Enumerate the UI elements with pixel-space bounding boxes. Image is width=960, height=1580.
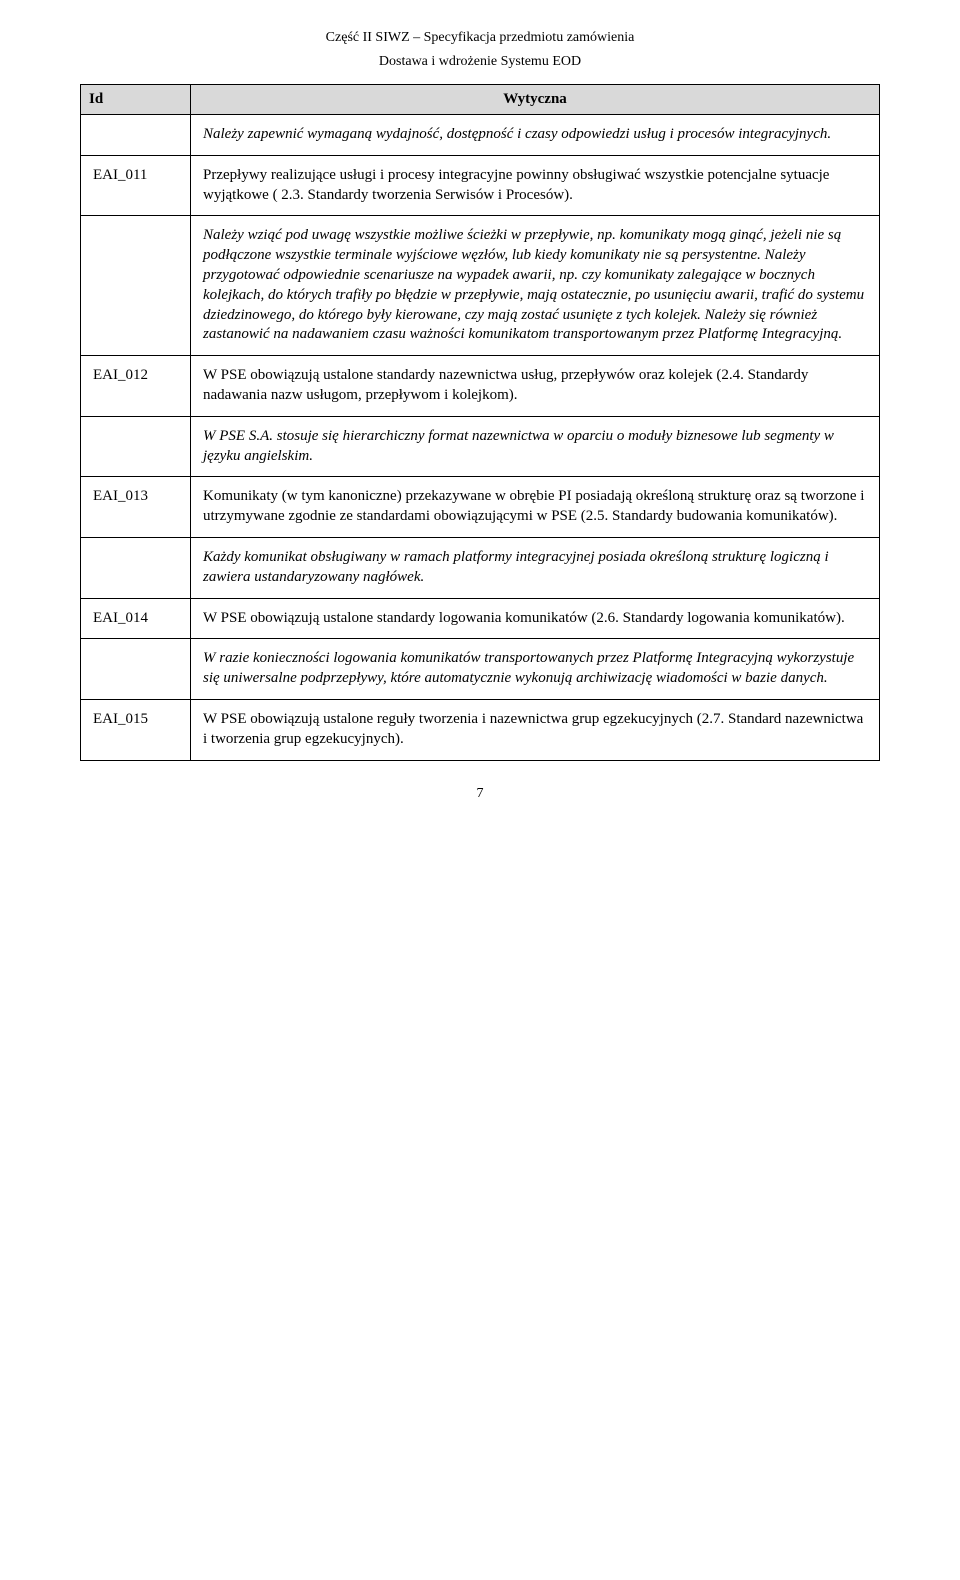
- requirements-table: Id Wytyczna Należy zapewnić wymaganą wyd…: [80, 84, 880, 761]
- row-id: EAI_015: [81, 699, 191, 760]
- row-id: [81, 639, 191, 700]
- column-header-content: Wytyczna: [191, 85, 880, 115]
- row-id: EAI_011: [81, 155, 191, 216]
- row-content: W PSE S.A. stosuje się hierarchiczny for…: [191, 416, 880, 477]
- row-content: W PSE obowiązują ustalone standardy naze…: [191, 356, 880, 417]
- table-row: Należy wziąć pod uwagę wszystkie możliwe…: [81, 216, 880, 356]
- row-content: Należy zapewnić wymaganą wydajność, dost…: [191, 115, 880, 156]
- page-number: 7: [80, 786, 880, 802]
- row-content: W razie konieczności logowania komunikat…: [191, 639, 880, 700]
- row-id: EAI_014: [81, 598, 191, 639]
- table-row: EAI_014W PSE obowiązują ustalone standar…: [81, 598, 880, 639]
- doc-header-line1: Część II SIWZ – Specyfikacja przedmiotu …: [80, 30, 880, 46]
- doc-header-line2: Dostawa i wdrożenie Systemu EOD: [80, 54, 880, 70]
- row-id: [81, 416, 191, 477]
- column-header-id: Id: [81, 85, 191, 115]
- table-row: Każdy komunikat obsługiwany w ramach pla…: [81, 537, 880, 598]
- row-id: [81, 115, 191, 156]
- row-content: W PSE obowiązują ustalone reguły tworzen…: [191, 699, 880, 760]
- table-row: EAI_011Przepływy realizujące usługi i pr…: [81, 155, 880, 216]
- table-header-row: Id Wytyczna: [81, 85, 880, 115]
- table-row: W PSE S.A. stosuje się hierarchiczny for…: [81, 416, 880, 477]
- row-id: [81, 216, 191, 356]
- table-row: W razie konieczności logowania komunikat…: [81, 639, 880, 700]
- row-id: [81, 537, 191, 598]
- row-content: Należy wziąć pod uwagę wszystkie możliwe…: [191, 216, 880, 356]
- row-content: Przepływy realizujące usługi i procesy i…: [191, 155, 880, 216]
- table-row: EAI_013Komunikaty (w tym kanoniczne) prz…: [81, 477, 880, 538]
- table-row: EAI_012W PSE obowiązują ustalone standar…: [81, 356, 880, 417]
- row-content: Każdy komunikat obsługiwany w ramach pla…: [191, 537, 880, 598]
- row-id: EAI_013: [81, 477, 191, 538]
- row-content: Komunikaty (w tym kanoniczne) przekazywa…: [191, 477, 880, 538]
- table-row: Należy zapewnić wymaganą wydajność, dost…: [81, 115, 880, 156]
- row-content: W PSE obowiązują ustalone standardy logo…: [191, 598, 880, 639]
- row-id: EAI_012: [81, 356, 191, 417]
- table-body: Należy zapewnić wymaganą wydajność, dost…: [81, 115, 880, 761]
- table-row: EAI_015W PSE obowiązują ustalone reguły …: [81, 699, 880, 760]
